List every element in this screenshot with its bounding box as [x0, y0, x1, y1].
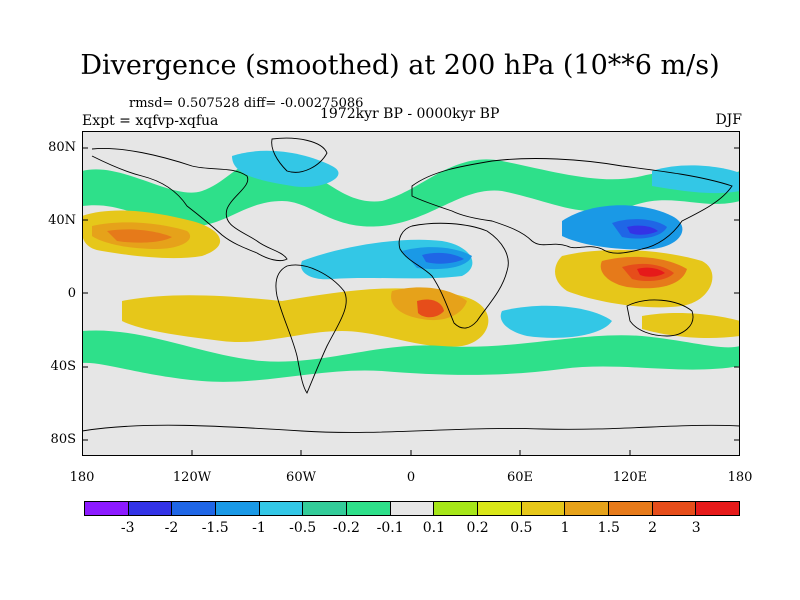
africa-outline	[398, 222, 509, 329]
map-title: Divergence (smoothed) at 200 hPa (10**6 …	[80, 50, 720, 81]
lon-label: 180	[727, 470, 753, 485]
legend-tick-label: 1	[560, 520, 570, 536]
contour-region	[82, 330, 740, 382]
legend-swatch	[565, 502, 610, 515]
legend-swatch	[216, 502, 260, 515]
lon-label: 0	[406, 470, 416, 485]
eurasia-outline	[411, 158, 733, 254]
experiment-label: Expt = xqfvp-xqfua	[82, 113, 219, 129]
contour-region	[422, 252, 464, 264]
lon-ticks	[191, 450, 631, 456]
lat-label: 80N	[48, 140, 76, 155]
legend-tick-label: 3	[691, 520, 701, 536]
legend-tick-label: -3	[120, 520, 135, 536]
season-label: DJF	[715, 112, 742, 128]
legend-tick-label: -1.5	[201, 520, 229, 536]
legend-swatch	[434, 502, 479, 515]
lon-label: 120W	[172, 470, 212, 485]
south-america-outline	[275, 264, 347, 394]
legend-tick-label: -0.5	[289, 520, 317, 536]
legend-swatch	[303, 502, 348, 515]
legend-swatch	[85, 502, 129, 515]
contour-region	[652, 165, 740, 194]
legend-tick-label: 0.5	[510, 520, 533, 536]
legend-swatch	[390, 502, 435, 515]
legend-swatch	[696, 502, 740, 515]
contour-region	[107, 229, 172, 243]
contour-region	[637, 267, 665, 277]
legend-tick-label: -0.2	[332, 520, 360, 536]
lon-label: 60E	[506, 470, 534, 485]
stats-label: rmsd= 0.507528 diff= -0.00275086	[129, 96, 364, 111]
legend-tick-label: -2	[164, 520, 179, 536]
legend-swatch	[172, 502, 217, 515]
lon-label: 180	[69, 470, 95, 485]
legend-swatch	[652, 502, 697, 515]
legend-tick-label: 2	[648, 520, 657, 536]
antarctica-outline	[82, 424, 740, 433]
legend-swatch	[609, 502, 653, 515]
contour-region	[500, 305, 612, 338]
lat-label: 40N	[48, 213, 76, 228]
legend-swatch	[478, 502, 522, 515]
legend-tick-label: 1.5	[597, 520, 620, 536]
contour-region	[642, 313, 740, 339]
continent-outlines	[82, 137, 740, 433]
lat-label: 40S	[50, 359, 76, 374]
contour-region	[627, 225, 658, 235]
legend-swatch	[259, 502, 304, 515]
divergence-map	[82, 131, 740, 456]
contour-region	[417, 299, 444, 318]
legend-tick-label: 0.2	[466, 520, 489, 536]
greenland-outline	[271, 137, 328, 173]
color-legend	[84, 501, 740, 516]
lon-label: 60W	[286, 470, 316, 485]
lat-label: 0	[67, 286, 76, 301]
legend-tick-label: 0.1	[422, 520, 445, 536]
legend-swatch	[128, 502, 173, 515]
australia-outline	[626, 299, 694, 337]
lon-label: 120E	[612, 470, 648, 485]
legend-swatch	[347, 502, 391, 515]
lat-ticks	[82, 147, 740, 441]
period-label: 1972kyr BP - 0000kyr BP	[320, 106, 500, 122]
legend-swatch	[521, 502, 566, 515]
legend-tick-label: -0.1	[376, 520, 404, 536]
north-america-outline	[91, 148, 288, 262]
legend-tick-label: -1	[252, 520, 266, 536]
lat-label: 80S	[50, 432, 76, 447]
